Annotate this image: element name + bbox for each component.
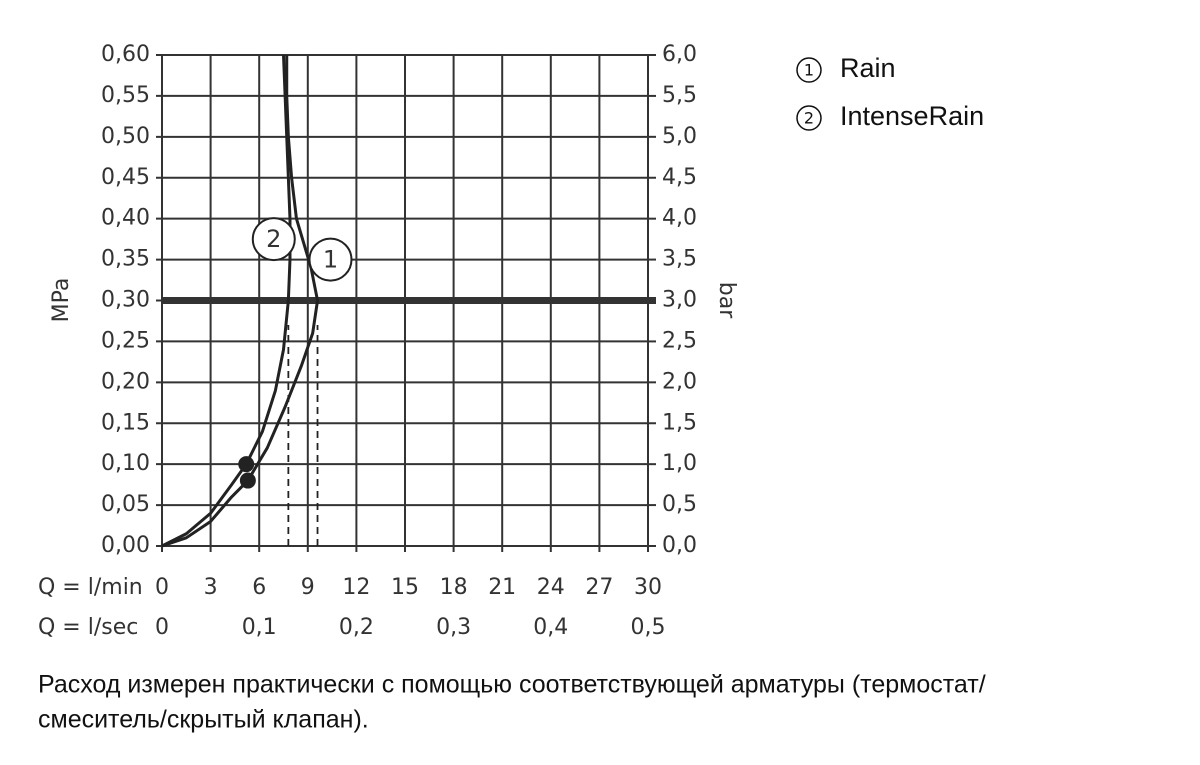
x-tick-label: 3 bbox=[204, 575, 218, 600]
curve bbox=[161, 55, 320, 548]
operating-point bbox=[239, 472, 256, 489]
x-tick-label: 18 bbox=[440, 575, 468, 600]
y2-tick-label: 1,5 bbox=[662, 410, 697, 435]
x2-tick-label: 0,2 bbox=[339, 615, 374, 640]
x-tick-label: 0 bbox=[155, 575, 169, 600]
operating-point bbox=[238, 456, 255, 473]
y-tick-label: 0,25 bbox=[101, 328, 150, 353]
annotation-circle bbox=[308, 237, 353, 282]
y-tick-label: 0,00 bbox=[101, 533, 150, 558]
x2-tick-label: 0,4 bbox=[533, 615, 568, 640]
footnote: Расход измерен практически с помощью соо… bbox=[38, 671, 986, 699]
x2-tick-label: 0 bbox=[155, 615, 169, 640]
legend-label: IntenseRain bbox=[840, 101, 984, 131]
legend-number: 2 bbox=[804, 109, 814, 128]
y-tick-label: 0,10 bbox=[101, 451, 150, 476]
x2-tick-label: 0,5 bbox=[631, 615, 666, 640]
y2-tick-label: 5,0 bbox=[662, 124, 697, 149]
y2-tick-label: 3,5 bbox=[662, 247, 697, 272]
y-tick-label: 0,05 bbox=[101, 492, 150, 517]
legend-symbol bbox=[796, 105, 822, 131]
legend-label: Rain bbox=[840, 53, 896, 83]
y2-tick-label: 0,5 bbox=[662, 492, 697, 517]
y2-tick-label: 0,0 bbox=[662, 533, 697, 558]
y-tick-label: 0,15 bbox=[101, 410, 150, 435]
y2-tick-label: 6,0 bbox=[662, 42, 697, 67]
x-tick-label: 15 bbox=[391, 575, 419, 600]
y-tick-label: 0,20 bbox=[101, 369, 150, 394]
y2-tick-label: 3,0 bbox=[662, 288, 697, 313]
legend-symbol bbox=[796, 57, 822, 83]
curve bbox=[161, 54, 292, 548]
annotation-circle bbox=[251, 217, 296, 262]
x2-axis-label: Q = l/sec bbox=[38, 615, 138, 640]
y-tick-label: 0,35 bbox=[101, 247, 150, 272]
y2-tick-label: 4,5 bbox=[662, 165, 697, 190]
x-tick-label: 21 bbox=[488, 575, 516, 600]
y-tick-label: 0,50 bbox=[101, 124, 150, 149]
x-tick-label: 6 bbox=[252, 575, 266, 600]
legend-number: 1 bbox=[804, 61, 814, 80]
y-axis-label: MPa bbox=[49, 278, 74, 323]
x-axis-label: Q = l/min bbox=[38, 575, 143, 600]
x-tick-label: 30 bbox=[634, 575, 662, 600]
annotation: 2 bbox=[266, 225, 281, 253]
y-tick-label: 0,55 bbox=[101, 83, 150, 108]
y2-tick-label: 2,0 bbox=[662, 369, 697, 394]
y-tick-label: 0,60 bbox=[101, 42, 150, 67]
x-tick-label: 9 bbox=[301, 575, 315, 600]
y2-tick-label: 1,0 bbox=[662, 451, 697, 476]
y-tick-label: 0,45 bbox=[101, 165, 150, 190]
x2-tick-label: 0,1 bbox=[242, 615, 277, 640]
y2-tick-label: 5,5 bbox=[662, 83, 697, 108]
y-tick-label: 0,30 bbox=[101, 288, 150, 313]
x-tick-label: 27 bbox=[585, 575, 613, 600]
x-tick-label: 12 bbox=[342, 575, 370, 600]
y2-axis-label: bar bbox=[714, 282, 739, 319]
footnote: смеситель/скрытый клапан). bbox=[38, 706, 369, 734]
x2-tick-label: 0,3 bbox=[436, 615, 471, 640]
y2-tick-label: 2,5 bbox=[662, 328, 697, 353]
x-tick-label: 24 bbox=[537, 575, 565, 600]
y2-tick-label: 4,0 bbox=[662, 206, 697, 231]
y-tick-label: 0,40 bbox=[101, 206, 150, 231]
annotation: 1 bbox=[323, 246, 338, 274]
